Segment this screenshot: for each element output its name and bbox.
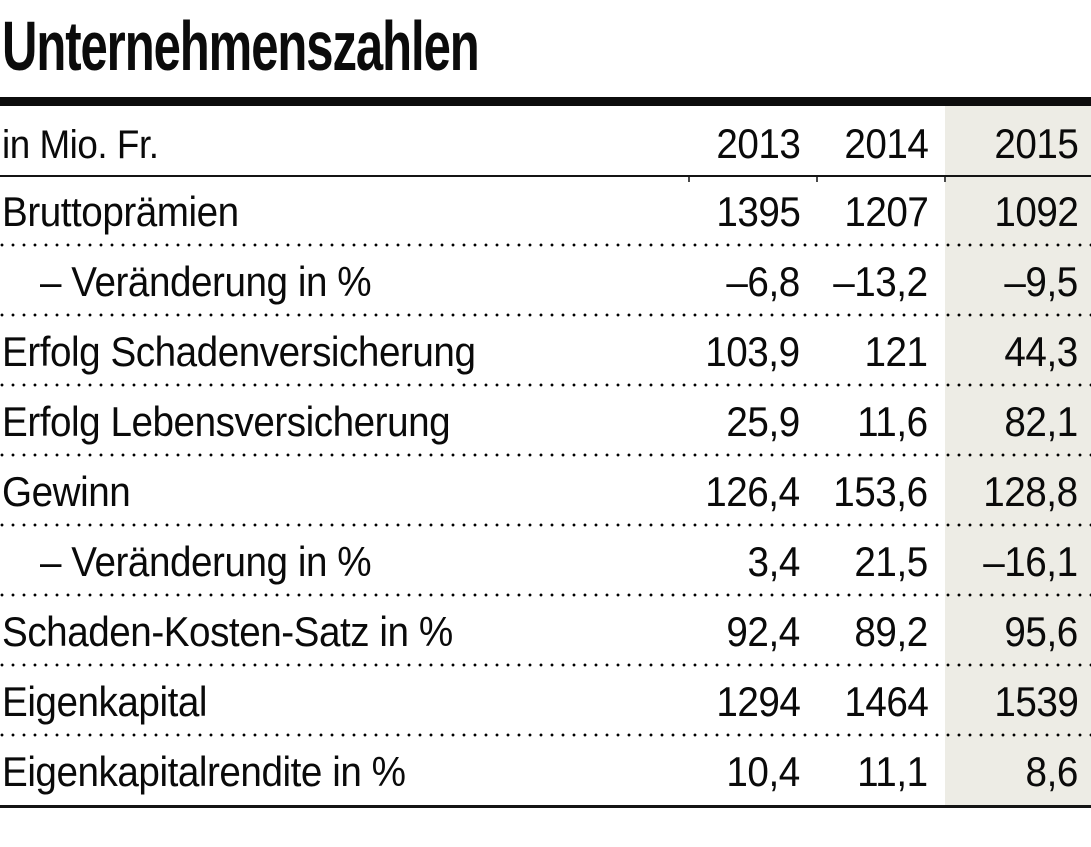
row-label: Eigenkapitalrendite in % <box>2 748 406 795</box>
table-row: Erfolg Lebensversicherung 25,9 11,6 82,1 <box>0 387 1091 457</box>
value-2013: 10,4 <box>726 748 801 795</box>
table-row: Erfolg Schadenversicherung 103,9 121 44,… <box>0 317 1091 387</box>
table-row: – Veränderung in % 3,4 21,5 –16,1 <box>0 527 1091 597</box>
row-label: – Veränderung in % <box>40 258 372 305</box>
value-2015: 1539 <box>993 678 1079 725</box>
row-label: Erfolg Schadenversicherung <box>2 328 476 375</box>
value-2015: 44,3 <box>1004 328 1079 375</box>
value-2014: –13,2 <box>833 258 929 305</box>
value-2015: 82,1 <box>1004 398 1079 445</box>
value-2013: 103,9 <box>705 328 801 375</box>
value-2015: –16,1 <box>983 538 1079 585</box>
column-tick <box>816 177 818 182</box>
value-2015: 1092 <box>993 188 1079 235</box>
table-row: Gewinn 126,4 153,6 128,8 <box>0 457 1091 527</box>
value-2013: –6,8 <box>726 258 801 305</box>
table-body: Bruttoprämien 1395 1207 1092 – Veränderu… <box>0 177 1091 807</box>
value-2014: 1464 <box>843 678 929 725</box>
value-2015: 8,6 <box>1025 748 1079 795</box>
value-2013: 1395 <box>715 188 801 235</box>
value-2014: 11,6 <box>857 398 928 445</box>
column-header-2015: 2015 <box>993 120 1079 167</box>
value-2013: 92,4 <box>726 608 801 655</box>
value-2013: 3,4 <box>747 538 801 585</box>
row-label: Erfolg Lebensversicherung <box>2 398 451 445</box>
table-row: Schaden-Kosten-Satz in % 92,4 89,2 95,6 <box>0 597 1091 667</box>
table-row: Bruttoprämien 1395 1207 1092 <box>0 177 1091 247</box>
row-label: Schaden-Kosten-Satz in % <box>2 608 453 655</box>
column-tick <box>944 177 946 182</box>
row-label: Bruttoprämien <box>2 188 239 235</box>
value-2014: 89,2 <box>854 608 929 655</box>
column-header-2014: 2014 <box>843 120 929 167</box>
page-title: Unternehmenszahlen <box>2 7 480 85</box>
table-bottom-rule <box>0 805 1091 808</box>
row-label: Gewinn <box>2 468 131 515</box>
column-header-2013: 2013 <box>715 120 801 167</box>
row-label: – Veränderung in % <box>40 538 372 585</box>
value-2014: 1207 <box>843 188 929 235</box>
row-label: Eigenkapital <box>2 678 208 725</box>
table-row: – Veränderung in % –6,8 –13,2 –9,5 <box>0 247 1091 317</box>
value-2014: 153,6 <box>833 468 929 515</box>
table-row: Eigenkapitalrendite in % 10,4 11,1 8,6 <box>0 737 1091 807</box>
value-2015: 128,8 <box>983 468 1079 515</box>
unit-label: in Mio. Fr. <box>2 123 159 167</box>
value-2013: 126,4 <box>705 468 801 515</box>
table-header-row: in Mio. Fr. 2013 2014 2015 <box>0 106 1091 182</box>
title-divider-rule <box>0 97 1091 106</box>
value-2014: 121 <box>864 328 929 375</box>
company-figures-table: in Mio. Fr. 2013 2014 2015 Bruttoprämien… <box>0 106 1091 816</box>
column-tick <box>688 177 690 182</box>
value-2014: 21,5 <box>854 538 929 585</box>
value-2014: 11,1 <box>857 748 928 795</box>
value-2015: 95,6 <box>1004 608 1079 655</box>
table-row: Eigenkapital 1294 1464 1539 <box>0 667 1091 737</box>
value-2013: 25,9 <box>726 398 801 445</box>
value-2015: –9,5 <box>1004 258 1079 305</box>
value-2013: 1294 <box>715 678 801 725</box>
